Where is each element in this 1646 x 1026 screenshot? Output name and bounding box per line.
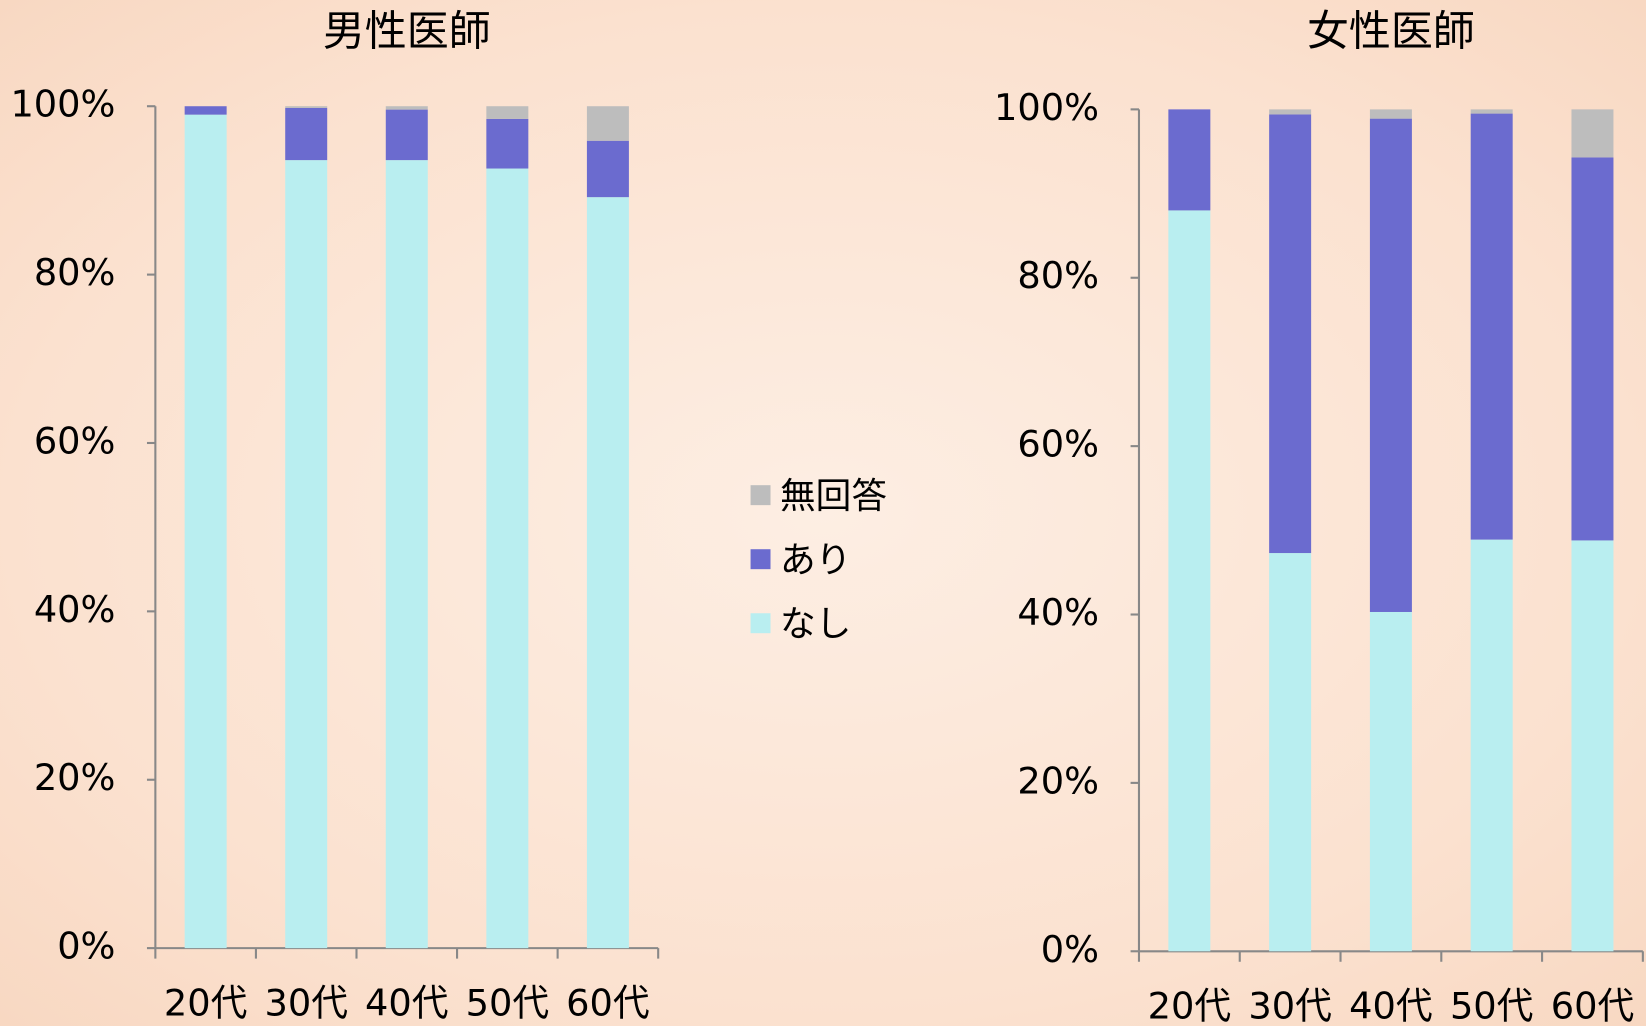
bar-segment [1470, 113, 1513, 540]
legend-swatch [750, 549, 771, 570]
bar-segment [486, 106, 529, 119]
bar-segment [1369, 109, 1412, 119]
x-tick-label: 20代 [1148, 984, 1231, 1026]
bar-segment [184, 106, 227, 115]
y-tick-label: 20% [1017, 759, 1099, 802]
bar-segment [1269, 553, 1312, 952]
bar-segment [586, 197, 629, 949]
x-tick-label: 60代 [1551, 984, 1634, 1026]
x-tick-label: 50代 [466, 981, 549, 1024]
bar-segment [1168, 210, 1211, 952]
x-tick-label: 60代 [566, 981, 649, 1024]
y-tick-label: 0% [1041, 928, 1099, 971]
y-tick-label: 100% [10, 83, 115, 126]
y-tick-label: 80% [34, 251, 116, 294]
y-tick-label: 40% [1017, 591, 1099, 634]
y-tick-label: 60% [1017, 423, 1099, 466]
legend-label: なし [780, 604, 851, 645]
x-tick-label: 30代 [1248, 984, 1331, 1026]
bar-segment [586, 140, 629, 198]
bar-segment [285, 160, 328, 949]
bar-segment [1571, 157, 1614, 541]
bar-segment [586, 106, 629, 141]
bar-segment [1571, 109, 1614, 158]
bar-segment [1168, 109, 1211, 211]
y-tick-label: 60% [34, 419, 116, 462]
y-tick-label: 20% [34, 756, 116, 799]
legend-swatch [750, 485, 771, 506]
bar-segment [1470, 109, 1513, 114]
legend-label: 無回答 [780, 476, 887, 517]
chart-title: 男性医師 [323, 6, 491, 55]
x-tick-label: 20代 [164, 981, 247, 1024]
x-tick-label: 30代 [264, 981, 347, 1024]
legend-swatch [750, 613, 771, 634]
bar-segment [184, 114, 227, 949]
bar-segment [1369, 118, 1412, 612]
bar-segment [285, 106, 328, 108]
bar-segment [1369, 611, 1412, 952]
y-tick-label: 40% [34, 588, 116, 631]
bar-segment [486, 118, 529, 169]
bar-segment [385, 160, 428, 949]
bar-segment [1470, 539, 1513, 952]
y-tick-label: 100% [994, 86, 1099, 129]
bar-segment [1269, 109, 1312, 115]
bar-segment [1269, 114, 1312, 554]
bar-segment [285, 107, 328, 161]
chart-title: 女性医師 [1307, 6, 1475, 55]
x-tick-label: 50代 [1450, 984, 1533, 1026]
bar-segment [385, 106, 428, 110]
y-tick-label: 80% [1017, 254, 1099, 297]
bar-segment [486, 168, 529, 949]
x-tick-label: 40代 [1349, 984, 1432, 1026]
legend-label: あり [780, 540, 851, 581]
y-tick-label: 0% [57, 925, 115, 968]
bar-segment [385, 109, 428, 161]
x-tick-label: 40代 [365, 981, 448, 1024]
bar-segment [1571, 540, 1614, 952]
